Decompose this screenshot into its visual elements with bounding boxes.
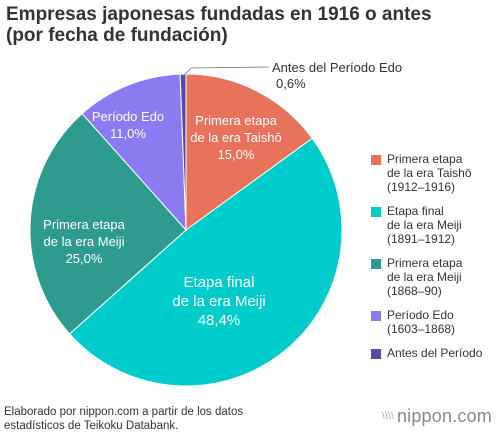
chart-title-line-2: (por fecha de fundación) [6, 25, 228, 46]
slice-label-taisho: Primera etapa de la era Taishō 15,0% [190, 113, 282, 162]
pie-slice-edo [81, 73, 187, 232]
slice-label-meiji-early: Primera etapa de la era Meiji 25,0% [43, 217, 125, 266]
legend-text-taisho: Primera etapa de la era Taishō (1912–191… [387, 152, 500, 194]
legend-meiji-early-line-2: de la era Meiji [387, 270, 462, 284]
legend-meiji-early-line-3: (1868–90) [387, 284, 442, 298]
legend-taisho-line-2: de la era Taishō [387, 166, 472, 180]
legend-text-pre-edo: Antes del Período [387, 346, 500, 360]
legend-swatch-edo [371, 311, 381, 321]
legend-swatch-pre-edo [371, 349, 381, 359]
slice-label-pre-edo: Antes del Período Edo 0,6% [272, 60, 402, 91]
legend-text-meiji-final: Etapa final de la era Meiji (1891–1912) [387, 204, 500, 246]
slice-leader-line-pre-edo [182, 66, 270, 77]
legend-taisho-line-1: Primera etapa [387, 152, 463, 166]
legend-text-edo: Período Edo (1603–1868) [387, 308, 500, 336]
legend-meiji-final-line-3: (1891–1912) [387, 232, 456, 246]
pie-slice-taisho [185, 73, 313, 231]
legend-edo-line-2: (1603–1868) [387, 322, 456, 336]
source-note-line-1: Elaborado por nippon.com a partir de los… [4, 406, 244, 418]
source-note-line-2: estadísticos de Teikoku Databank. [4, 420, 179, 432]
legend-swatch-taisho [371, 155, 381, 165]
nippon-logo: \\\\ nippon.com [382, 406, 492, 427]
logo-mark-icon: \\\\ [382, 411, 394, 422]
pie-slice-meiji-early [29, 112, 187, 335]
legend-item-meiji-early: Primera etapa de la era Meiji (1868–90) [371, 256, 500, 298]
legend-meiji-early-line-1: Primera etapa [387, 256, 463, 270]
legend-text-meiji-early: Primera etapa de la era Meiji (1868–90) [387, 256, 500, 298]
legend-item-edo: Período Edo (1603–1868) [371, 308, 500, 336]
legend-pre-edo-line-1: Antes del Período [387, 346, 483, 360]
chart-title-line-1: Empresas japonesas fundadas en 1916 o an… [6, 4, 432, 25]
pie-slice-pre-edo [179, 73, 187, 231]
legend-swatch-meiji-final [371, 207, 381, 217]
slice-label-meiji-final: Etapa final de la era Meiji 48,4% [172, 274, 265, 329]
legend-item-pre-edo: Antes del Período [371, 346, 500, 360]
slice-label-edo: Período Edo 11,0% [92, 109, 164, 141]
legend-edo-line-1: Período Edo [387, 308, 454, 322]
legend-swatch-meiji-early [371, 259, 381, 269]
legend-meiji-final-line-2: de la era Meiji [387, 218, 462, 232]
legend-item-meiji-final: Etapa final de la era Meiji (1891–1912) [371, 204, 500, 246]
legend-taisho-line-3: (1912–1916) [387, 180, 456, 194]
logo-text: nippon.com [396, 406, 492, 426]
chart-title: Empresas japonesas fundadas en 1916 o an… [6, 4, 476, 46]
pie-slice-meiji-final [68, 137, 343, 387]
legend-meiji-final-line-1: Etapa final [387, 204, 444, 218]
chart-legend: Primera etapa de la era Taishō (1912–191… [371, 152, 500, 370]
source-note: Elaborado por nippon.com a partir de los… [4, 405, 334, 433]
legend-item-taisho: Primera etapa de la era Taishō (1912–191… [371, 152, 500, 194]
